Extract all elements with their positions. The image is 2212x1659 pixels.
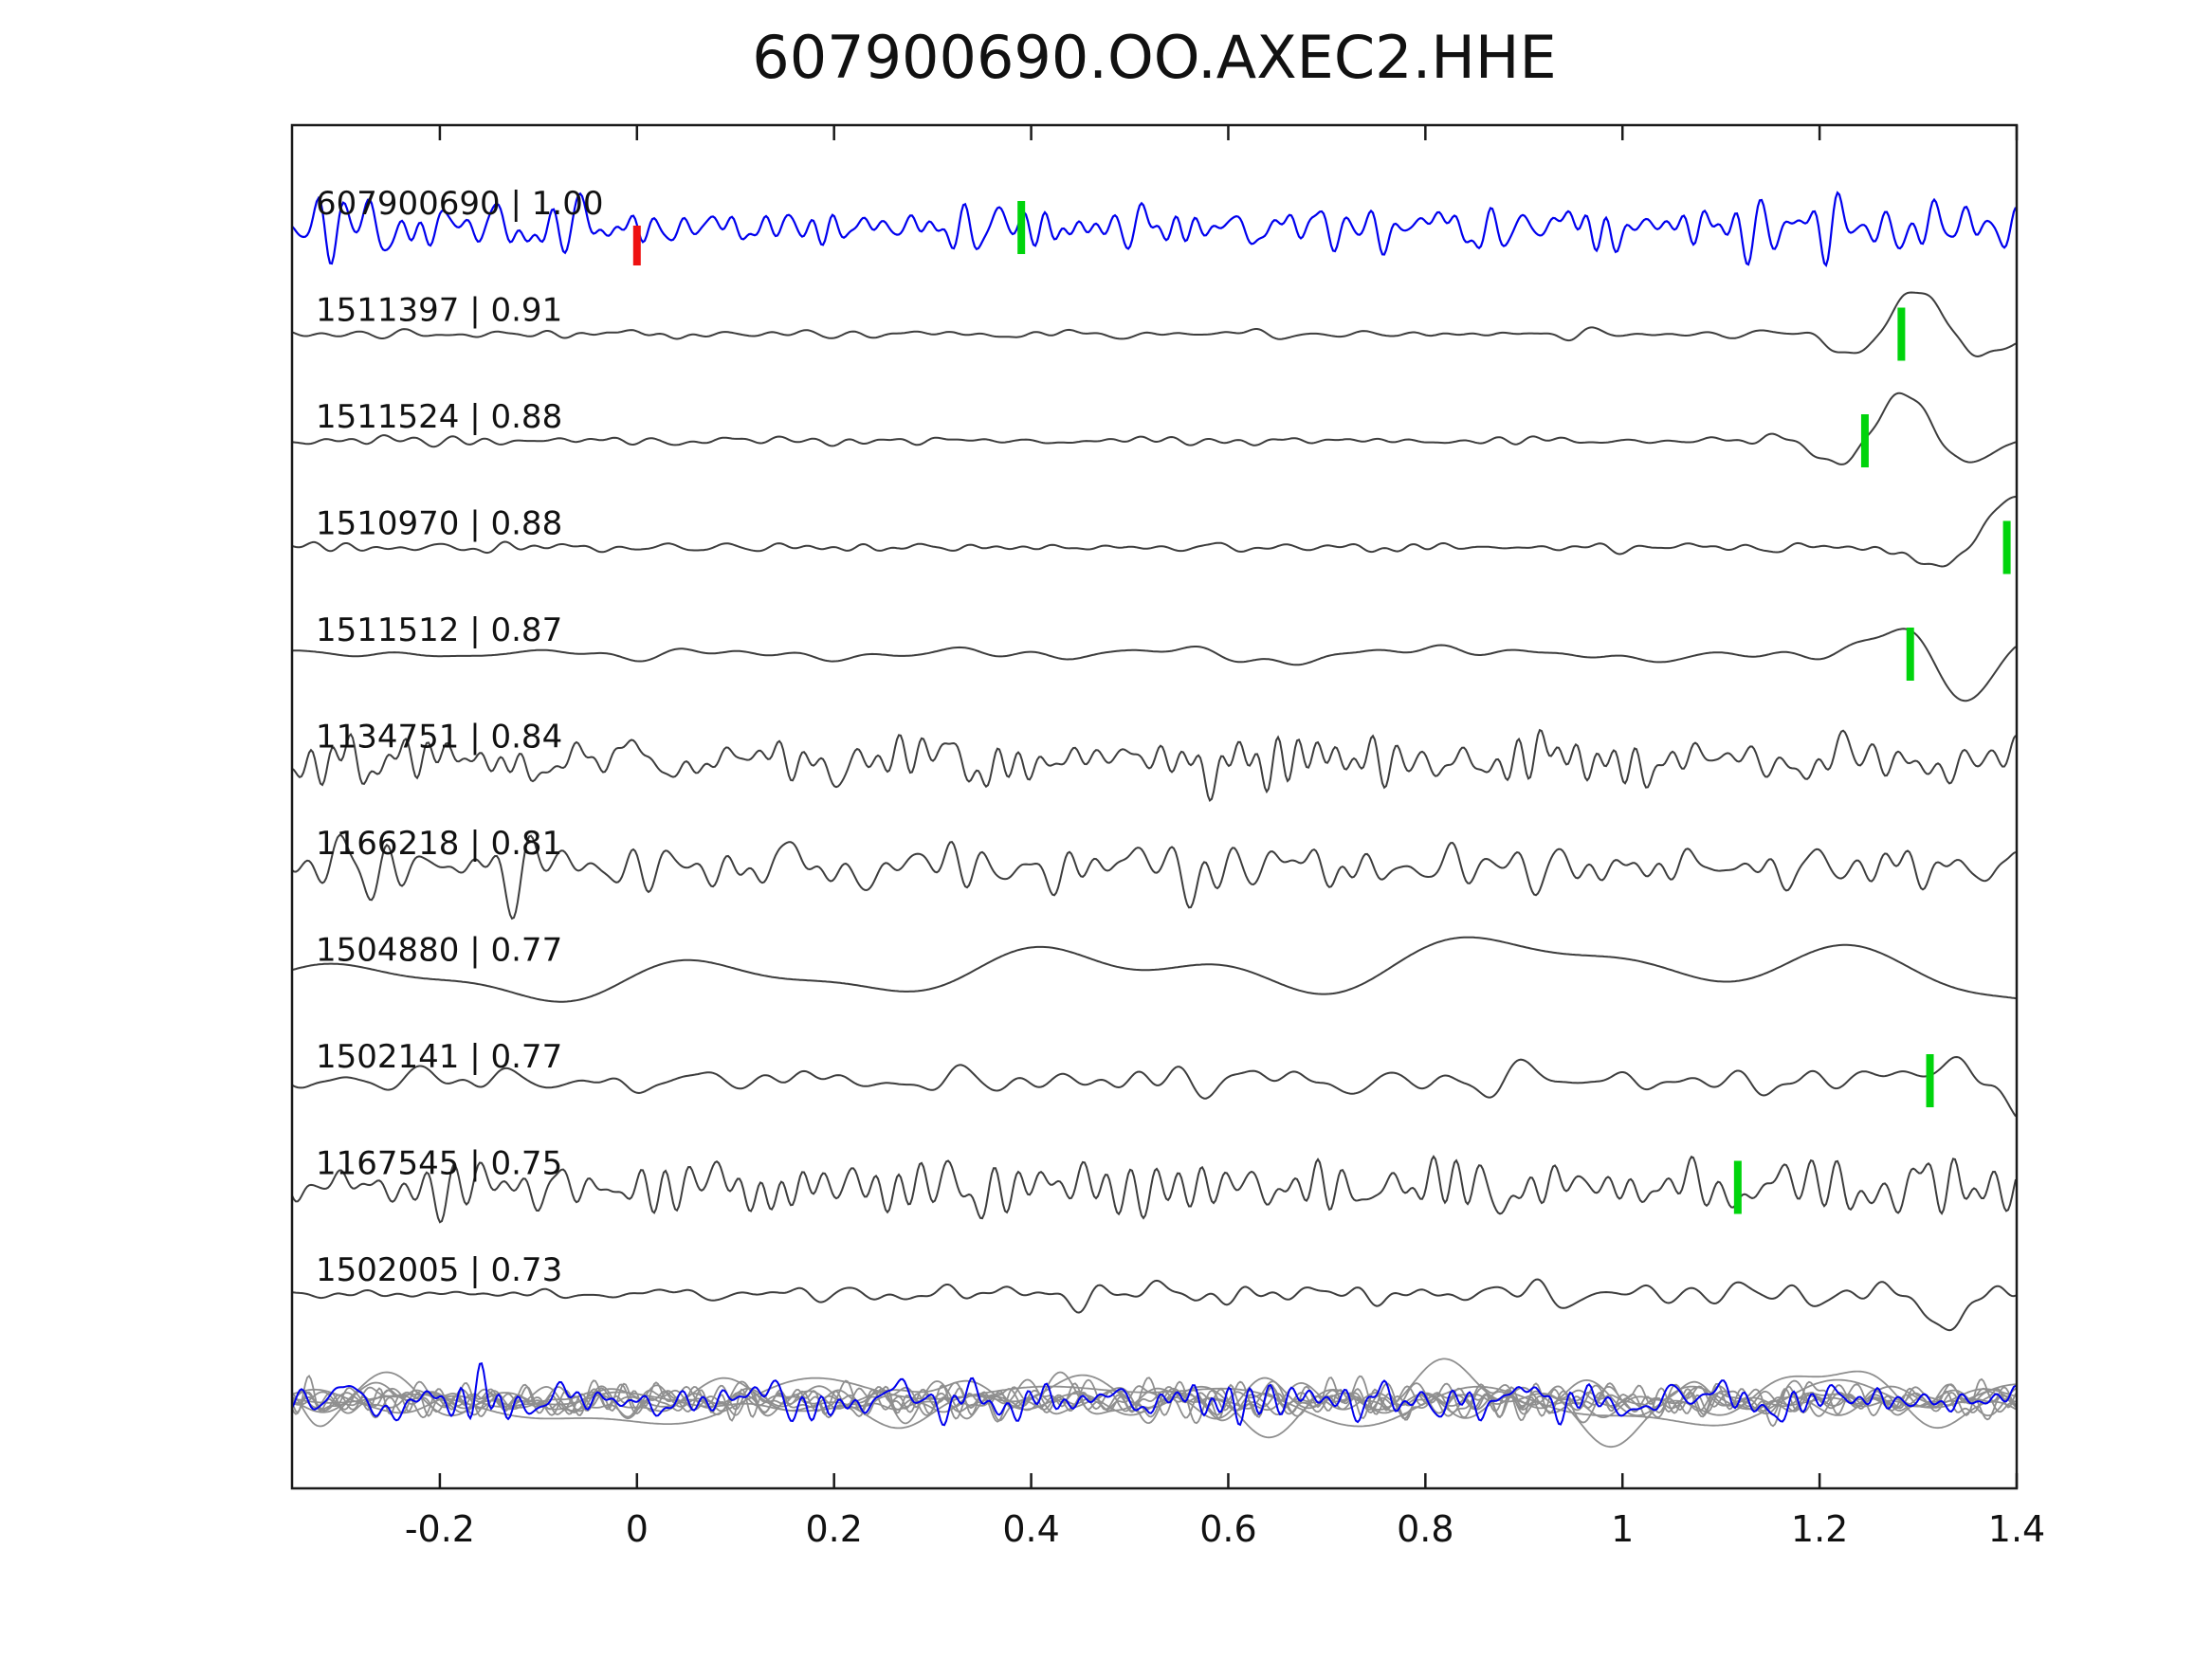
x-tick-label: 1.4 xyxy=(1988,1508,2045,1550)
trace-label-1167545: 1167545 | 0.75 xyxy=(316,1145,562,1183)
x-tick-label: 0.4 xyxy=(1002,1508,1059,1550)
x-tick-label: 0.8 xyxy=(1397,1508,1453,1550)
plot-frame xyxy=(290,123,2019,1490)
pick-marker-green-1510970 xyxy=(2002,520,2011,574)
trace-label-1510970: 1510970 | 0.88 xyxy=(316,505,562,543)
trace-path-607900690 xyxy=(292,191,2017,268)
pick-marker-green-1511512 xyxy=(1906,628,1914,681)
pick-markers-group xyxy=(632,201,2011,1214)
overlay-trace-path-8 xyxy=(292,1378,2017,1425)
trace-path-1504880 xyxy=(292,936,2017,1003)
trace-path-1511512 xyxy=(292,628,2017,702)
trace-path-1511397 xyxy=(292,291,2017,358)
trace-label-1502005: 1502005 | 0.73 xyxy=(316,1251,562,1289)
x-tick-label: 0 xyxy=(626,1508,649,1550)
overlay-trace-path-9 xyxy=(292,1358,2017,1449)
trace-path-1510970 xyxy=(292,495,2017,568)
x-tick-label: 1 xyxy=(1611,1508,1634,1550)
trace-label-1134751: 1134751 | 0.84 xyxy=(316,719,562,757)
trace-label-1511524: 1511524 | 0.88 xyxy=(316,398,562,436)
overlay-trace-path-5 xyxy=(292,1376,2017,1428)
trace-label-1511512: 1511512 | 0.87 xyxy=(316,611,562,649)
axes-group xyxy=(290,123,2019,1490)
trace-label-1166218: 1166218 | 0.81 xyxy=(316,825,562,863)
trace-label-607900690: 607900690 | 1.00 xyxy=(316,185,603,223)
overlay-trace-path-6 xyxy=(292,1376,2017,1422)
pick-marker-green-607900690 xyxy=(1017,201,1026,254)
pick-marker-green-1167545 xyxy=(1733,1160,1742,1214)
trace-path-1502005 xyxy=(292,1278,2017,1332)
overlay-reference-trace-path xyxy=(292,1361,2017,1427)
trace-label-1502141: 1502141 | 0.77 xyxy=(316,1038,562,1076)
x-tick-label: 0.6 xyxy=(1199,1508,1256,1550)
trace-path-1511524 xyxy=(292,392,2017,465)
trace-label-1511397: 1511397 | 0.91 xyxy=(316,292,562,330)
x-tick-label: 0.2 xyxy=(805,1508,862,1550)
pick-marker-green-1502141 xyxy=(1926,1054,1934,1107)
figure-title: 607900690.OO.AXEC2.HHE xyxy=(752,23,1557,92)
pick-marker-red-607900690 xyxy=(632,226,641,265)
traces-group xyxy=(292,191,2017,1449)
pick-marker-green-1511524 xyxy=(1860,414,1869,467)
x-tick-label: 1.2 xyxy=(1791,1508,1848,1550)
labels-group: 607900690 | 1.00 1511397 | 0.91 1511524 | … xyxy=(316,185,2045,1550)
trace-label-1504880: 1504880 | 0.77 xyxy=(316,932,562,970)
overlay-trace-path-7 xyxy=(292,1379,2017,1428)
pick-marker-green-1511397 xyxy=(1897,307,1906,361)
trace-path-1134751 xyxy=(292,728,2017,803)
x-tick-label: -0.2 xyxy=(405,1508,475,1550)
trace-path-1167545 xyxy=(292,1155,2017,1224)
trace-path-1502141 xyxy=(292,1055,2017,1118)
trace-path-1166218 xyxy=(292,833,2017,921)
